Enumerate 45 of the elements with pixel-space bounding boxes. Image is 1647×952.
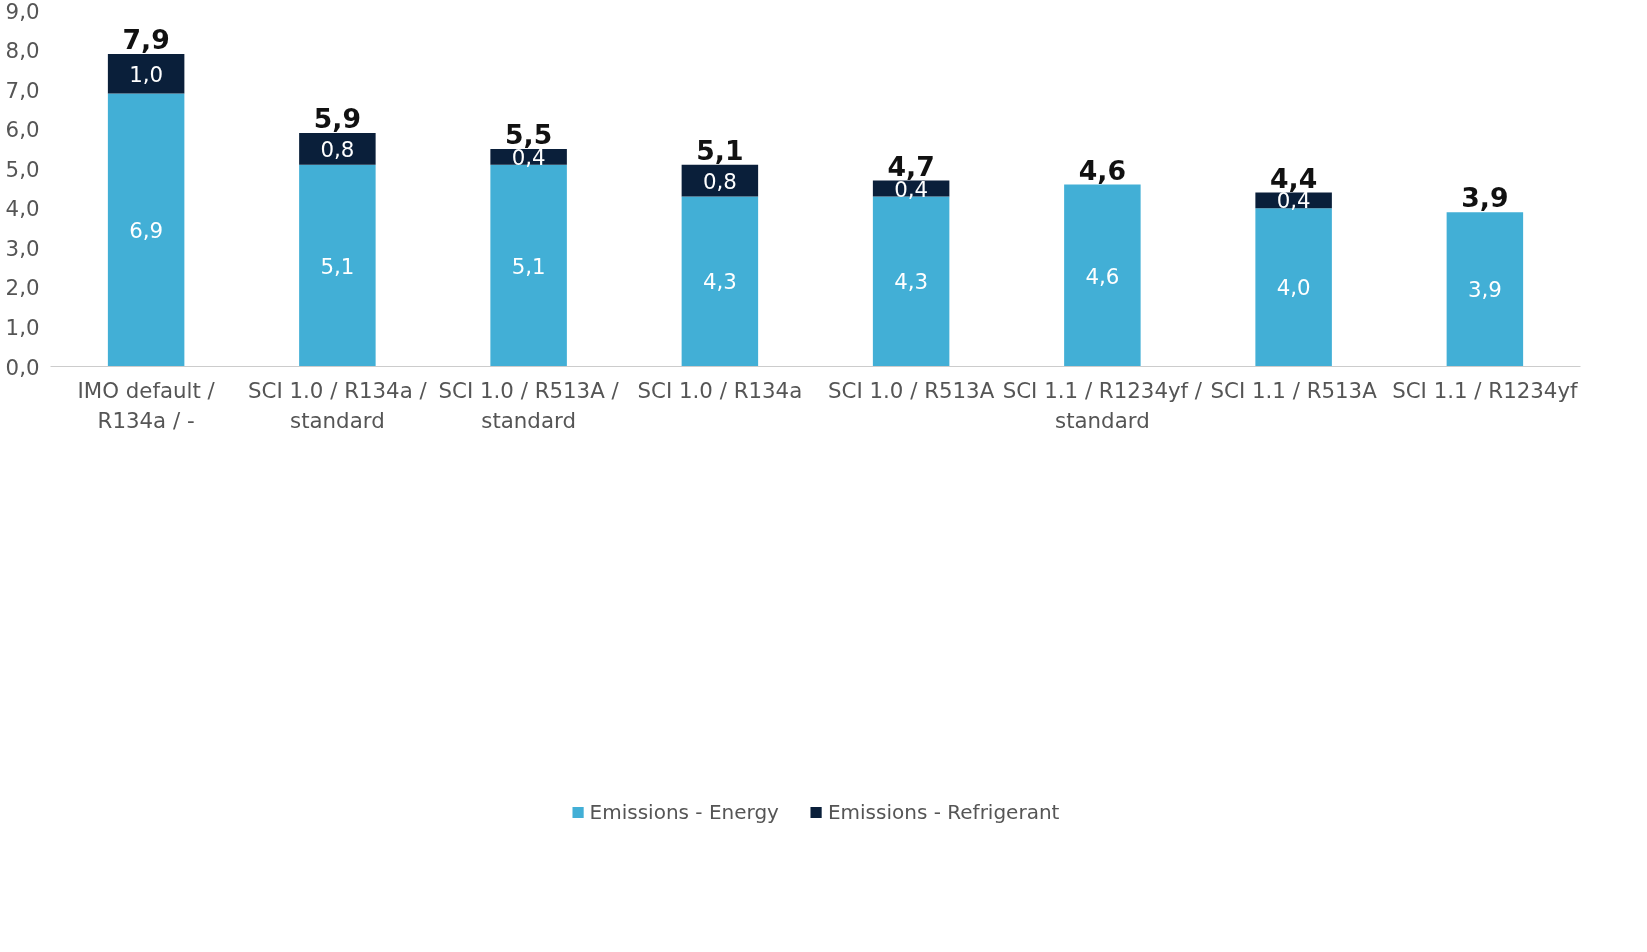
bar xyxy=(681,196,759,367)
data-label: 5,1 xyxy=(320,253,355,279)
data-label: 1,0 xyxy=(129,61,164,87)
x-tick-label: SCI 1.1 / R513A xyxy=(1210,377,1378,403)
x-tick-label: IMO default / R134a / - xyxy=(77,377,216,433)
y-tick-label: 7,0 xyxy=(5,77,40,103)
data-label: 0,8 xyxy=(320,136,355,162)
total-label: 5,9 xyxy=(313,103,361,135)
x-tick-label: SCI 1.0 / R513A xyxy=(827,377,995,403)
bar xyxy=(1446,212,1524,367)
y-tick-label: 4,0 xyxy=(5,196,40,222)
x-tick-label: SCI 1.1 / R1234yf xyxy=(1392,377,1579,403)
bar xyxy=(107,54,185,94)
data-label: 6,9 xyxy=(129,218,164,244)
data-label: 0,8 xyxy=(702,168,737,194)
bar xyxy=(299,164,376,367)
x-tick-label: SCI 1.0 / R513A / standard xyxy=(438,377,620,433)
data-label: 5,1 xyxy=(511,253,546,279)
data-label: 4,3 xyxy=(894,269,929,295)
y-tick-label: 1,0 xyxy=(5,314,40,340)
x-tick-label: SCI 1.0 / R134a / standard xyxy=(248,377,428,433)
bar xyxy=(1255,208,1332,367)
data-label: 3,9 xyxy=(1467,277,1502,303)
data-label: 4,0 xyxy=(1276,275,1311,301)
x-tick-label: SCI 1.0 / R134a xyxy=(637,377,803,403)
total-label: 5,1 xyxy=(696,135,744,167)
y-tick-label: 2,0 xyxy=(5,275,40,301)
y-tick-label: 0,0 xyxy=(5,354,40,380)
y-tick-label: 6,0 xyxy=(5,117,40,143)
y-tick-label: 5,0 xyxy=(5,156,40,182)
data-label: 4,6 xyxy=(1085,263,1120,289)
bar xyxy=(1064,184,1141,367)
y-tick-label: 3,0 xyxy=(5,235,40,261)
total-label: 4,6 xyxy=(1078,154,1126,186)
legend-label: Emissions - Energy xyxy=(589,799,779,824)
total-label: 3,9 xyxy=(1461,182,1509,214)
y-tick-label: 8,0 xyxy=(5,38,40,64)
legend-label: Emissions - Refrigerant xyxy=(827,799,1060,824)
y-tick-label: 9,0 xyxy=(5,0,40,24)
total-label: 7,9 xyxy=(122,24,170,56)
bar xyxy=(299,133,376,165)
x-tick-label: SCI 1.1 / R1234yf / standard xyxy=(1002,377,1203,433)
data-label: 4,3 xyxy=(702,269,737,295)
total-label: 4,7 xyxy=(887,150,935,182)
bar xyxy=(107,93,185,367)
